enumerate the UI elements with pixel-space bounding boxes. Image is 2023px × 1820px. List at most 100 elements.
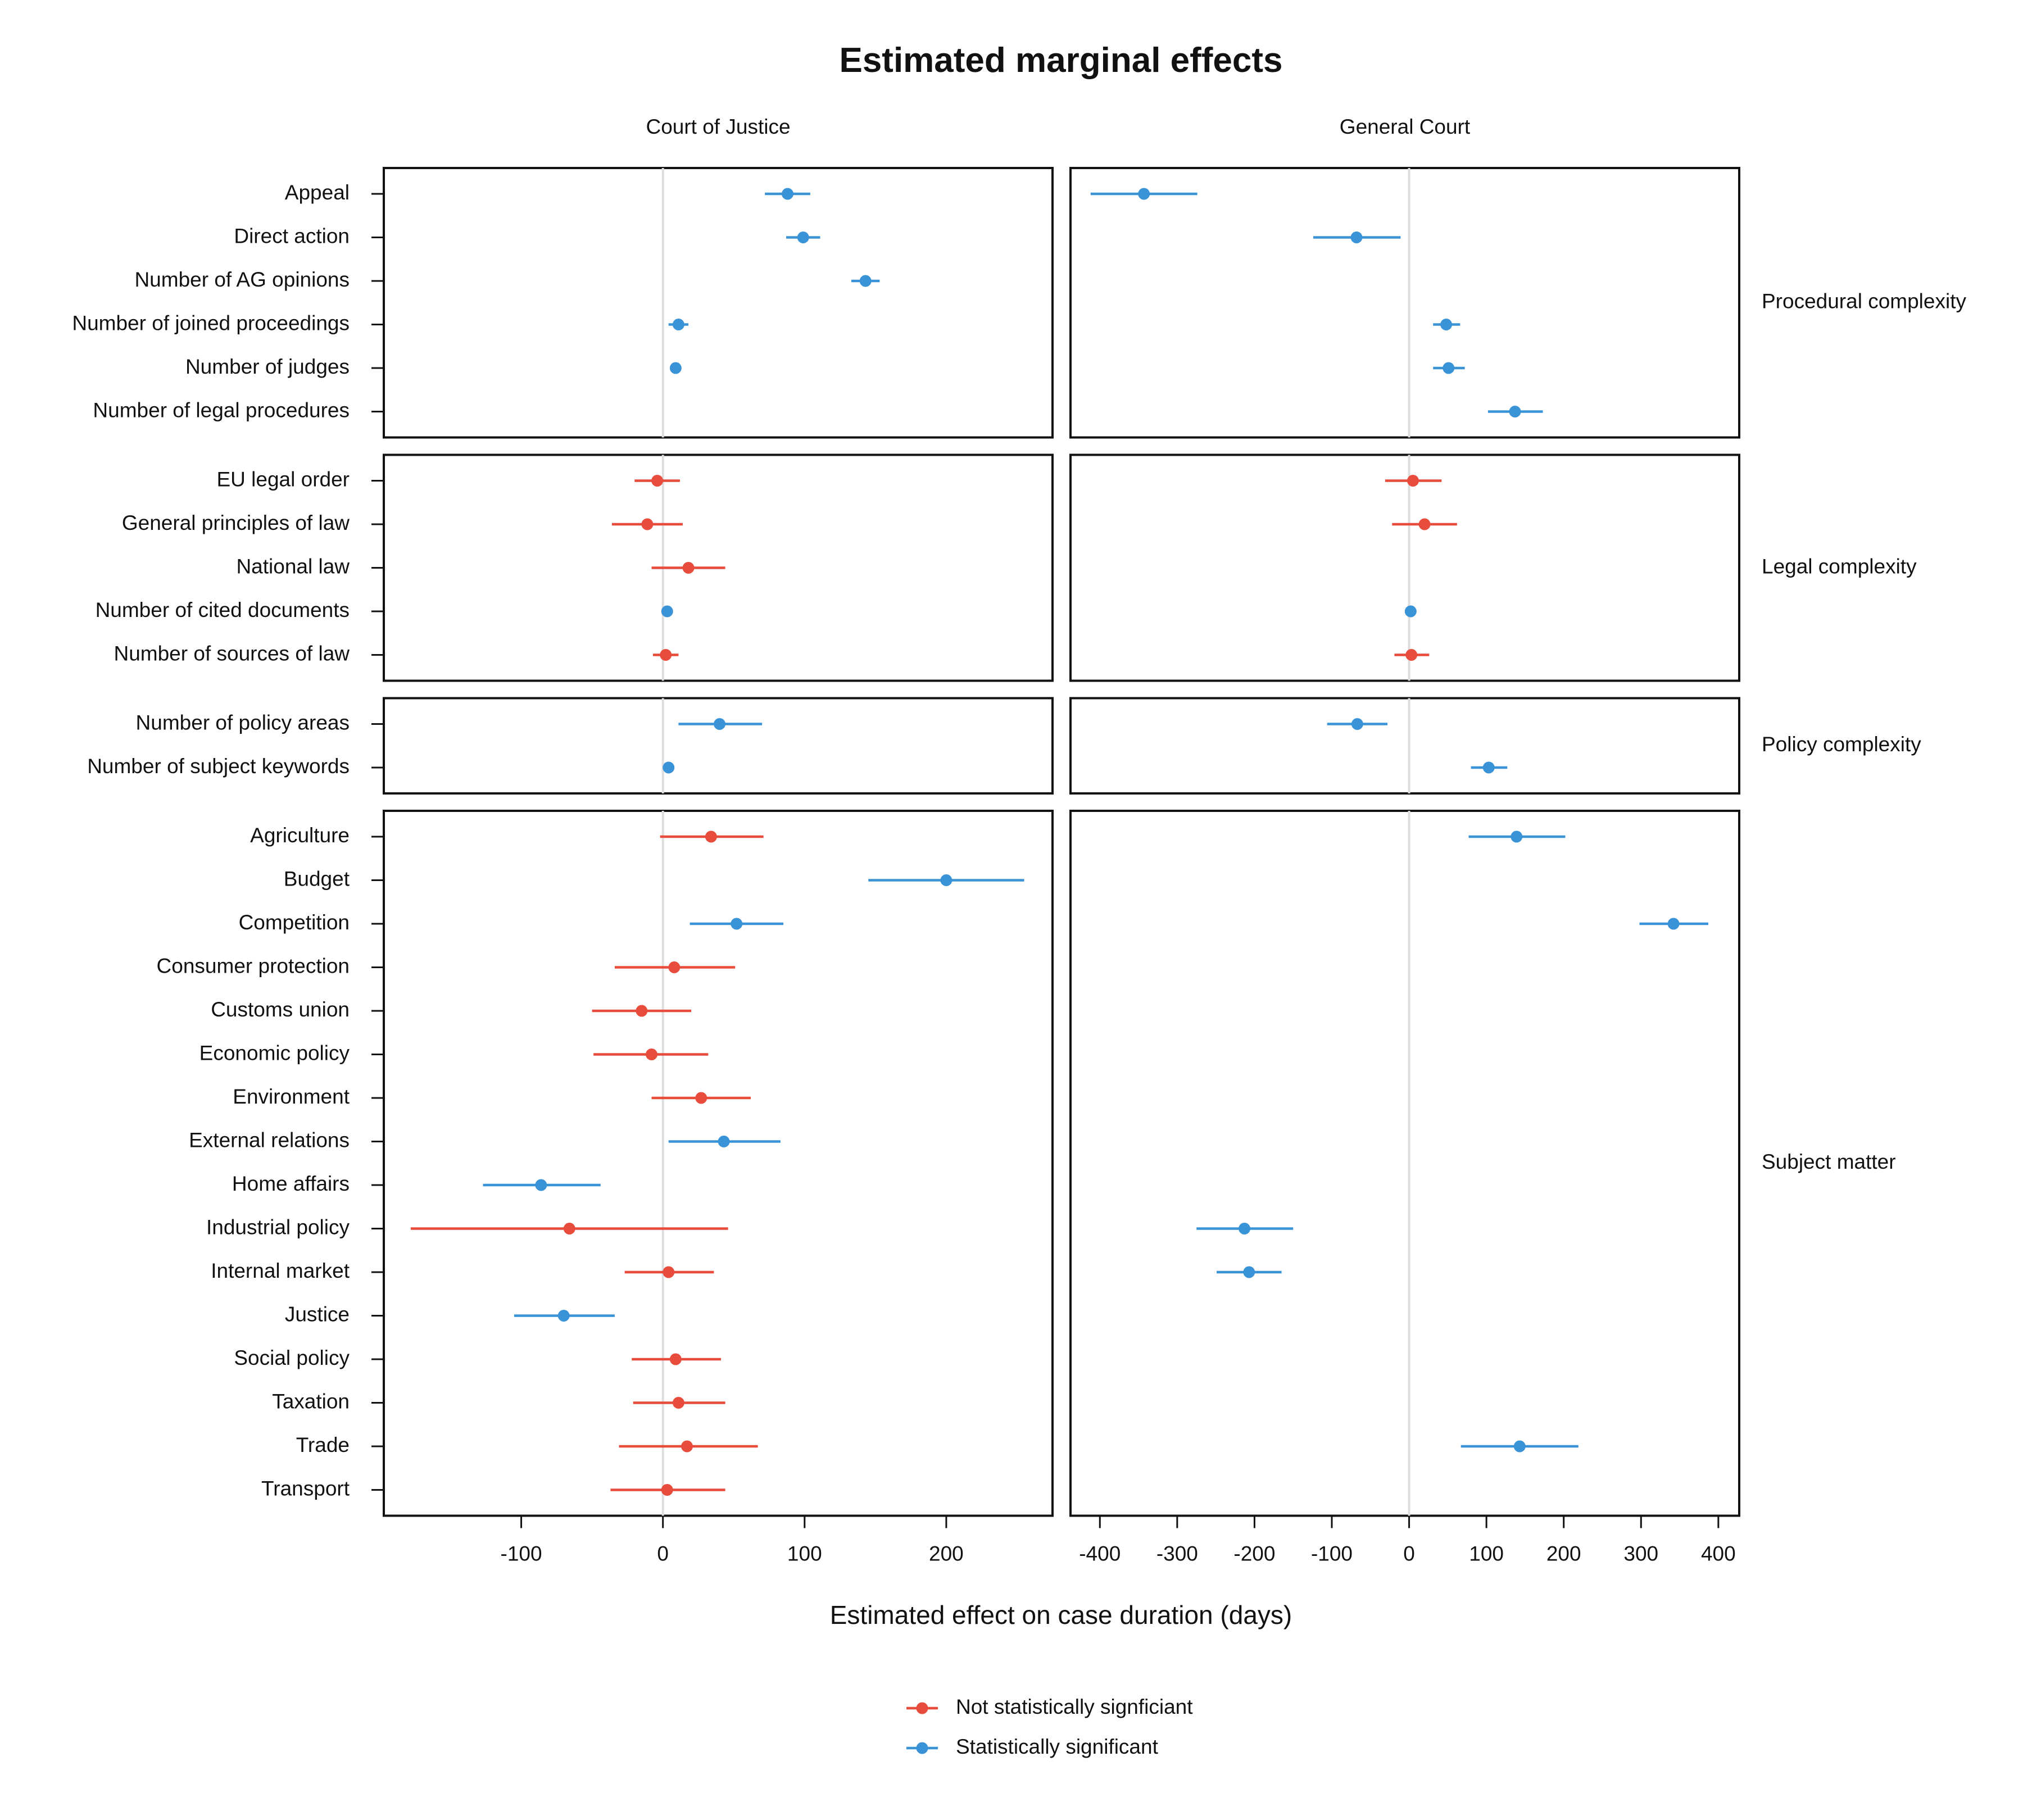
legend-swatch-dot-significant (916, 1742, 928, 1754)
x-tick-label: 0 (1403, 1542, 1415, 1565)
category-label-competition: Competition (239, 911, 350, 934)
panel-frames (371, 167, 1740, 1528)
legend-label-significant: Statistically significant (956, 1735, 1159, 1758)
point-estimate-number-of-cited-documents-general-court (1404, 605, 1417, 618)
category-label-number-of-joined-proceedings: Number of joined proceedings (72, 311, 350, 334)
group-label-subject-matter: Subject matter (1762, 1150, 1896, 1173)
category-label-justice: Justice (285, 1302, 350, 1326)
point-estimate-number-of-judges-court-of-justice (669, 362, 682, 374)
legend-swatch-dot-not-significant (916, 1702, 928, 1714)
category-label-environment: Environment (233, 1085, 350, 1108)
facet-label-general-court: General Court (1340, 115, 1471, 138)
point-estimate-agriculture-general-court (1511, 830, 1523, 843)
x-tick-label: -400 (1079, 1542, 1121, 1565)
point-estimate-appeal-court-of-justice (782, 188, 794, 200)
category-label-number-of-policy-areas: Number of policy areas (136, 711, 350, 734)
point-estimate-transport-court-of-justice (661, 1484, 673, 1496)
panel-frame-subject-matter-general-court (1069, 810, 1740, 1517)
point-estimate-social-policy-court-of-justice (669, 1353, 682, 1365)
category-label-number-of-sources-of-law: Number of sources of law (114, 642, 350, 665)
category-label-internal-market: Internal market (211, 1259, 350, 1282)
point-estimate-internal-market-court-of-justice (663, 1266, 675, 1278)
point-estimate-number-of-joined-proceedings-general-court (1440, 319, 1453, 330)
point-estimate-number-of-subject-keywords-general-court (1482, 761, 1495, 774)
panel-frame-policy-complexity-general-court (1069, 697, 1740, 795)
point-estimate-eu-legal-order-court-of-justice (651, 475, 664, 487)
panel-frame-procedural-complexity-general-court (1069, 167, 1740, 439)
category-label-number-of-cited-documents: Number of cited documents (96, 598, 350, 621)
category-label-external-relations: External relations (189, 1128, 350, 1151)
panel-frame-legal-complexity-general-court (1069, 453, 1740, 682)
category-label-number-of-subject-keywords: Number of subject keywords (87, 755, 350, 778)
point-estimate-agriculture-court-of-justice (705, 830, 717, 843)
point-estimate-general-principles-of-law-court-of-justice (641, 518, 654, 530)
point-estimate-competition-general-court (1667, 918, 1680, 930)
group-label-legal-complexity: Legal complexity (1762, 555, 1917, 578)
x-tick-label: 200 (929, 1542, 964, 1565)
group-label-policy-complexity: Policy complexity (1762, 733, 1921, 756)
group-label-procedural-complexity: Procedural complexity (1762, 290, 1966, 313)
point-estimate-industrial-policy-court-of-justice (563, 1223, 575, 1234)
x-tick-label: -100 (1311, 1542, 1353, 1565)
point-estimate-direct-action-general-court (1350, 232, 1363, 243)
point-estimate-trade-court-of-justice (681, 1440, 693, 1453)
point-estimate-national-law-court-of-justice (682, 562, 695, 574)
data-marks (410, 188, 1708, 1496)
facet-label-court-of-justice: Court of Justice (646, 115, 790, 138)
legend: Not statistically signficiant Statistical… (906, 1695, 1193, 1758)
point-estimate-industrial-policy-general-court (1239, 1223, 1251, 1234)
point-estimate-eu-legal-order-general-court (1407, 475, 1419, 487)
x-tick-label: -300 (1156, 1542, 1198, 1565)
legend-label-not-significant: Not statistically signficiant (956, 1695, 1193, 1718)
chart-title: Estimated marginal effects (839, 41, 1282, 80)
point-estimate-number-of-sources-of-law-court-of-justice (660, 649, 672, 661)
category-label-number-of-judges: Number of judges (185, 355, 350, 378)
category-label-social-policy: Social policy (234, 1346, 350, 1369)
category-label-budget: Budget (284, 867, 350, 890)
point-estimate-consumer-protection-court-of-justice (668, 961, 681, 973)
panel-frame-subject-matter-court-of-justice (383, 810, 1054, 1517)
category-label-consumer-protection: Consumer protection (157, 954, 350, 977)
x-tick-label: -200 (1233, 1542, 1275, 1565)
point-estimate-number-of-ag-opinions-court-of-justice (859, 275, 872, 287)
category-label-number-of-legal-procedures: Number of legal procedures (93, 398, 350, 421)
category-label-general-principles-of-law: General principles of law (122, 511, 350, 534)
panel-frame-legal-complexity-court-of-justice (383, 453, 1054, 682)
panel-frame-procedural-complexity-court-of-justice (383, 167, 1054, 439)
category-label-economic-policy: Economic policy (199, 1041, 350, 1064)
point-estimate-number-of-cited-documents-court-of-justice (661, 605, 673, 618)
point-estimate-number-of-policy-areas-general-court (1351, 718, 1363, 730)
category-label-eu-legal-order: EU legal order (216, 468, 350, 491)
x-tick-label: 400 (1701, 1542, 1736, 1565)
point-estimate-competition-court-of-justice (731, 918, 743, 930)
point-estimate-environment-court-of-justice (695, 1092, 707, 1104)
category-label-home-affairs: Home affairs (232, 1172, 350, 1195)
point-estimate-taxation-court-of-justice (672, 1397, 684, 1409)
point-estimate-trade-general-court (1513, 1440, 1526, 1453)
point-estimate-internal-market-general-court (1243, 1266, 1255, 1278)
point-estimate-external-relations-court-of-justice (718, 1136, 730, 1147)
category-label-national-law: National law (236, 555, 350, 578)
point-estimate-direct-action-court-of-justice (797, 232, 809, 243)
point-estimate-number-of-subject-keywords-court-of-justice (663, 761, 675, 774)
point-estimate-appeal-general-court (1138, 188, 1150, 200)
category-label-appeal: Appeal (285, 181, 350, 204)
x-axis-title: Estimated effect on case duration (days) (830, 1600, 1292, 1630)
category-label-direct-action: Direct action (234, 224, 350, 247)
point-estimate-number-of-joined-proceedings-court-of-justice (672, 319, 684, 330)
x-tick-label: 100 (1469, 1542, 1504, 1565)
point-estimate-general-principles-of-law-general-court (1418, 518, 1431, 530)
point-estimate-justice-court-of-justice (557, 1310, 570, 1322)
point-estimate-customs-union-court-of-justice (636, 1005, 648, 1017)
x-tick-label: 0 (657, 1542, 669, 1565)
point-estimate-budget-court-of-justice (940, 874, 952, 886)
panel-frame-policy-complexity-court-of-justice (383, 697, 1054, 795)
point-estimate-number-of-policy-areas-court-of-justice (714, 718, 726, 730)
category-label-agriculture: Agriculture (250, 824, 350, 847)
category-label-taxation: Taxation (272, 1390, 350, 1413)
point-estimate-number-of-sources-of-law-general-court (1405, 649, 1418, 661)
category-label-number-of-ag-opinions: Number of AG opinions (134, 268, 350, 291)
x-tick-label: 200 (1546, 1542, 1581, 1565)
category-label-industrial-policy: Industrial policy (206, 1215, 350, 1238)
category-label-trade: Trade (296, 1433, 350, 1456)
